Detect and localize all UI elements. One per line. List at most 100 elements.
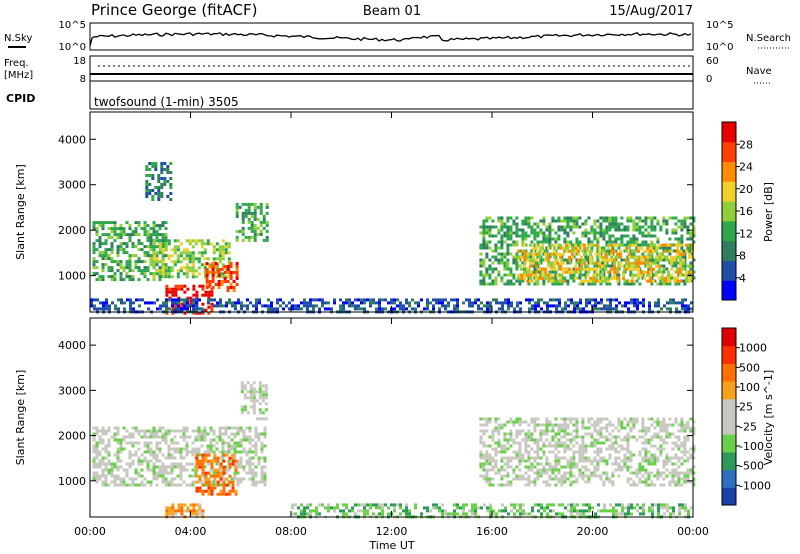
data-cell: [149, 242, 153, 246]
data-cell: [192, 287, 196, 291]
data-cell: [246, 390, 250, 394]
data-cell: [599, 282, 603, 286]
data-cell: [523, 264, 527, 268]
data-cell: [134, 468, 138, 472]
data-cell: [306, 301, 309, 305]
data-cell: [627, 301, 630, 305]
data-cell: [216, 480, 220, 484]
data-cell: [92, 221, 96, 225]
data-cell: [593, 465, 597, 469]
data-cell: [607, 270, 611, 274]
data-cell: [262, 220, 266, 224]
data-cell: [553, 279, 557, 283]
data-cell: [553, 243, 557, 247]
data-cell: [548, 444, 552, 448]
data-cell: [690, 301, 693, 305]
data-cell: [176, 429, 180, 433]
data-cell: [545, 429, 549, 433]
power-colorbar-label: 4: [739, 272, 746, 285]
data-cell: [539, 423, 543, 427]
data-cell: [146, 224, 150, 228]
data-cell: [644, 426, 648, 430]
data-cell: [137, 441, 141, 445]
data-cell: [562, 267, 566, 271]
data-cell: [569, 456, 573, 460]
data-cell: [668, 459, 672, 463]
data-cell: [503, 222, 507, 226]
data-cell: [605, 438, 609, 442]
data-cell: [674, 471, 678, 475]
data-cell: [662, 447, 666, 451]
data-cell: [235, 211, 239, 215]
data-cell: [644, 228, 648, 232]
data-cell: [101, 447, 105, 451]
data-cell: [525, 512, 528, 516]
data-cell: [560, 441, 564, 445]
data-cell: [589, 249, 593, 253]
data-cell: [503, 423, 507, 427]
data-cell: [533, 426, 537, 430]
data-cell: [683, 450, 687, 454]
data-cell: [560, 426, 564, 430]
data-cell: [523, 276, 527, 280]
data-cell: [155, 459, 159, 463]
data-cell: [596, 258, 600, 262]
data-cell: [253, 235, 257, 239]
data-cell: [643, 276, 647, 280]
data-cell: [506, 447, 510, 451]
data-cell: [263, 480, 267, 484]
data-cell: [375, 301, 378, 305]
data-cell: [101, 257, 105, 261]
data-cell: [244, 211, 248, 215]
data-cell: [617, 228, 621, 232]
data-cell: [596, 423, 600, 427]
data-cell: [240, 381, 244, 385]
data-cell: [664, 255, 668, 259]
data-cell: [122, 248, 126, 252]
data-cell: [683, 429, 687, 433]
data-cell: [584, 249, 588, 253]
data-cell: [513, 307, 516, 311]
data-cell: [532, 249, 536, 253]
data-cell: [515, 441, 519, 445]
data-cell: [530, 225, 534, 229]
data-cell: [167, 257, 171, 261]
data-cell: [423, 307, 426, 311]
data-cell: [613, 258, 617, 262]
data-cell: [657, 301, 660, 305]
data-cell: [641, 240, 645, 244]
data-cell: [119, 236, 123, 240]
data-cell: [98, 453, 102, 457]
data-cell: [192, 512, 196, 516]
data-cell: [650, 456, 654, 460]
data-cell: [611, 423, 615, 427]
data-cell: [644, 450, 648, 454]
data-cell: [240, 408, 244, 412]
data-cell: [119, 248, 123, 252]
data-cell: [539, 270, 543, 274]
data-cell: [603, 506, 606, 510]
data-cell: [650, 438, 654, 442]
data-cell: [683, 471, 687, 475]
data-cell: [191, 260, 195, 264]
data-cell: [479, 273, 483, 277]
power-region-5: [235, 202, 269, 242]
data-cell: [682, 252, 686, 256]
data-cell: [101, 269, 105, 273]
data-cell: [494, 462, 498, 466]
data-cell: [411, 298, 414, 302]
data-cell: [518, 429, 522, 433]
data-cell: [564, 301, 567, 305]
data-cell: [486, 506, 489, 510]
data-cell: [253, 205, 257, 209]
data-cell: [574, 276, 578, 280]
data-cell: [504, 506, 507, 510]
data-cell: [245, 462, 249, 466]
data-cell: [605, 249, 609, 253]
data-cell: [261, 304, 264, 308]
data-cell: [689, 246, 693, 250]
data-cell: [562, 252, 566, 256]
data-cell: [584, 228, 588, 232]
data-cell: [581, 282, 585, 286]
data-cell: [629, 426, 633, 430]
